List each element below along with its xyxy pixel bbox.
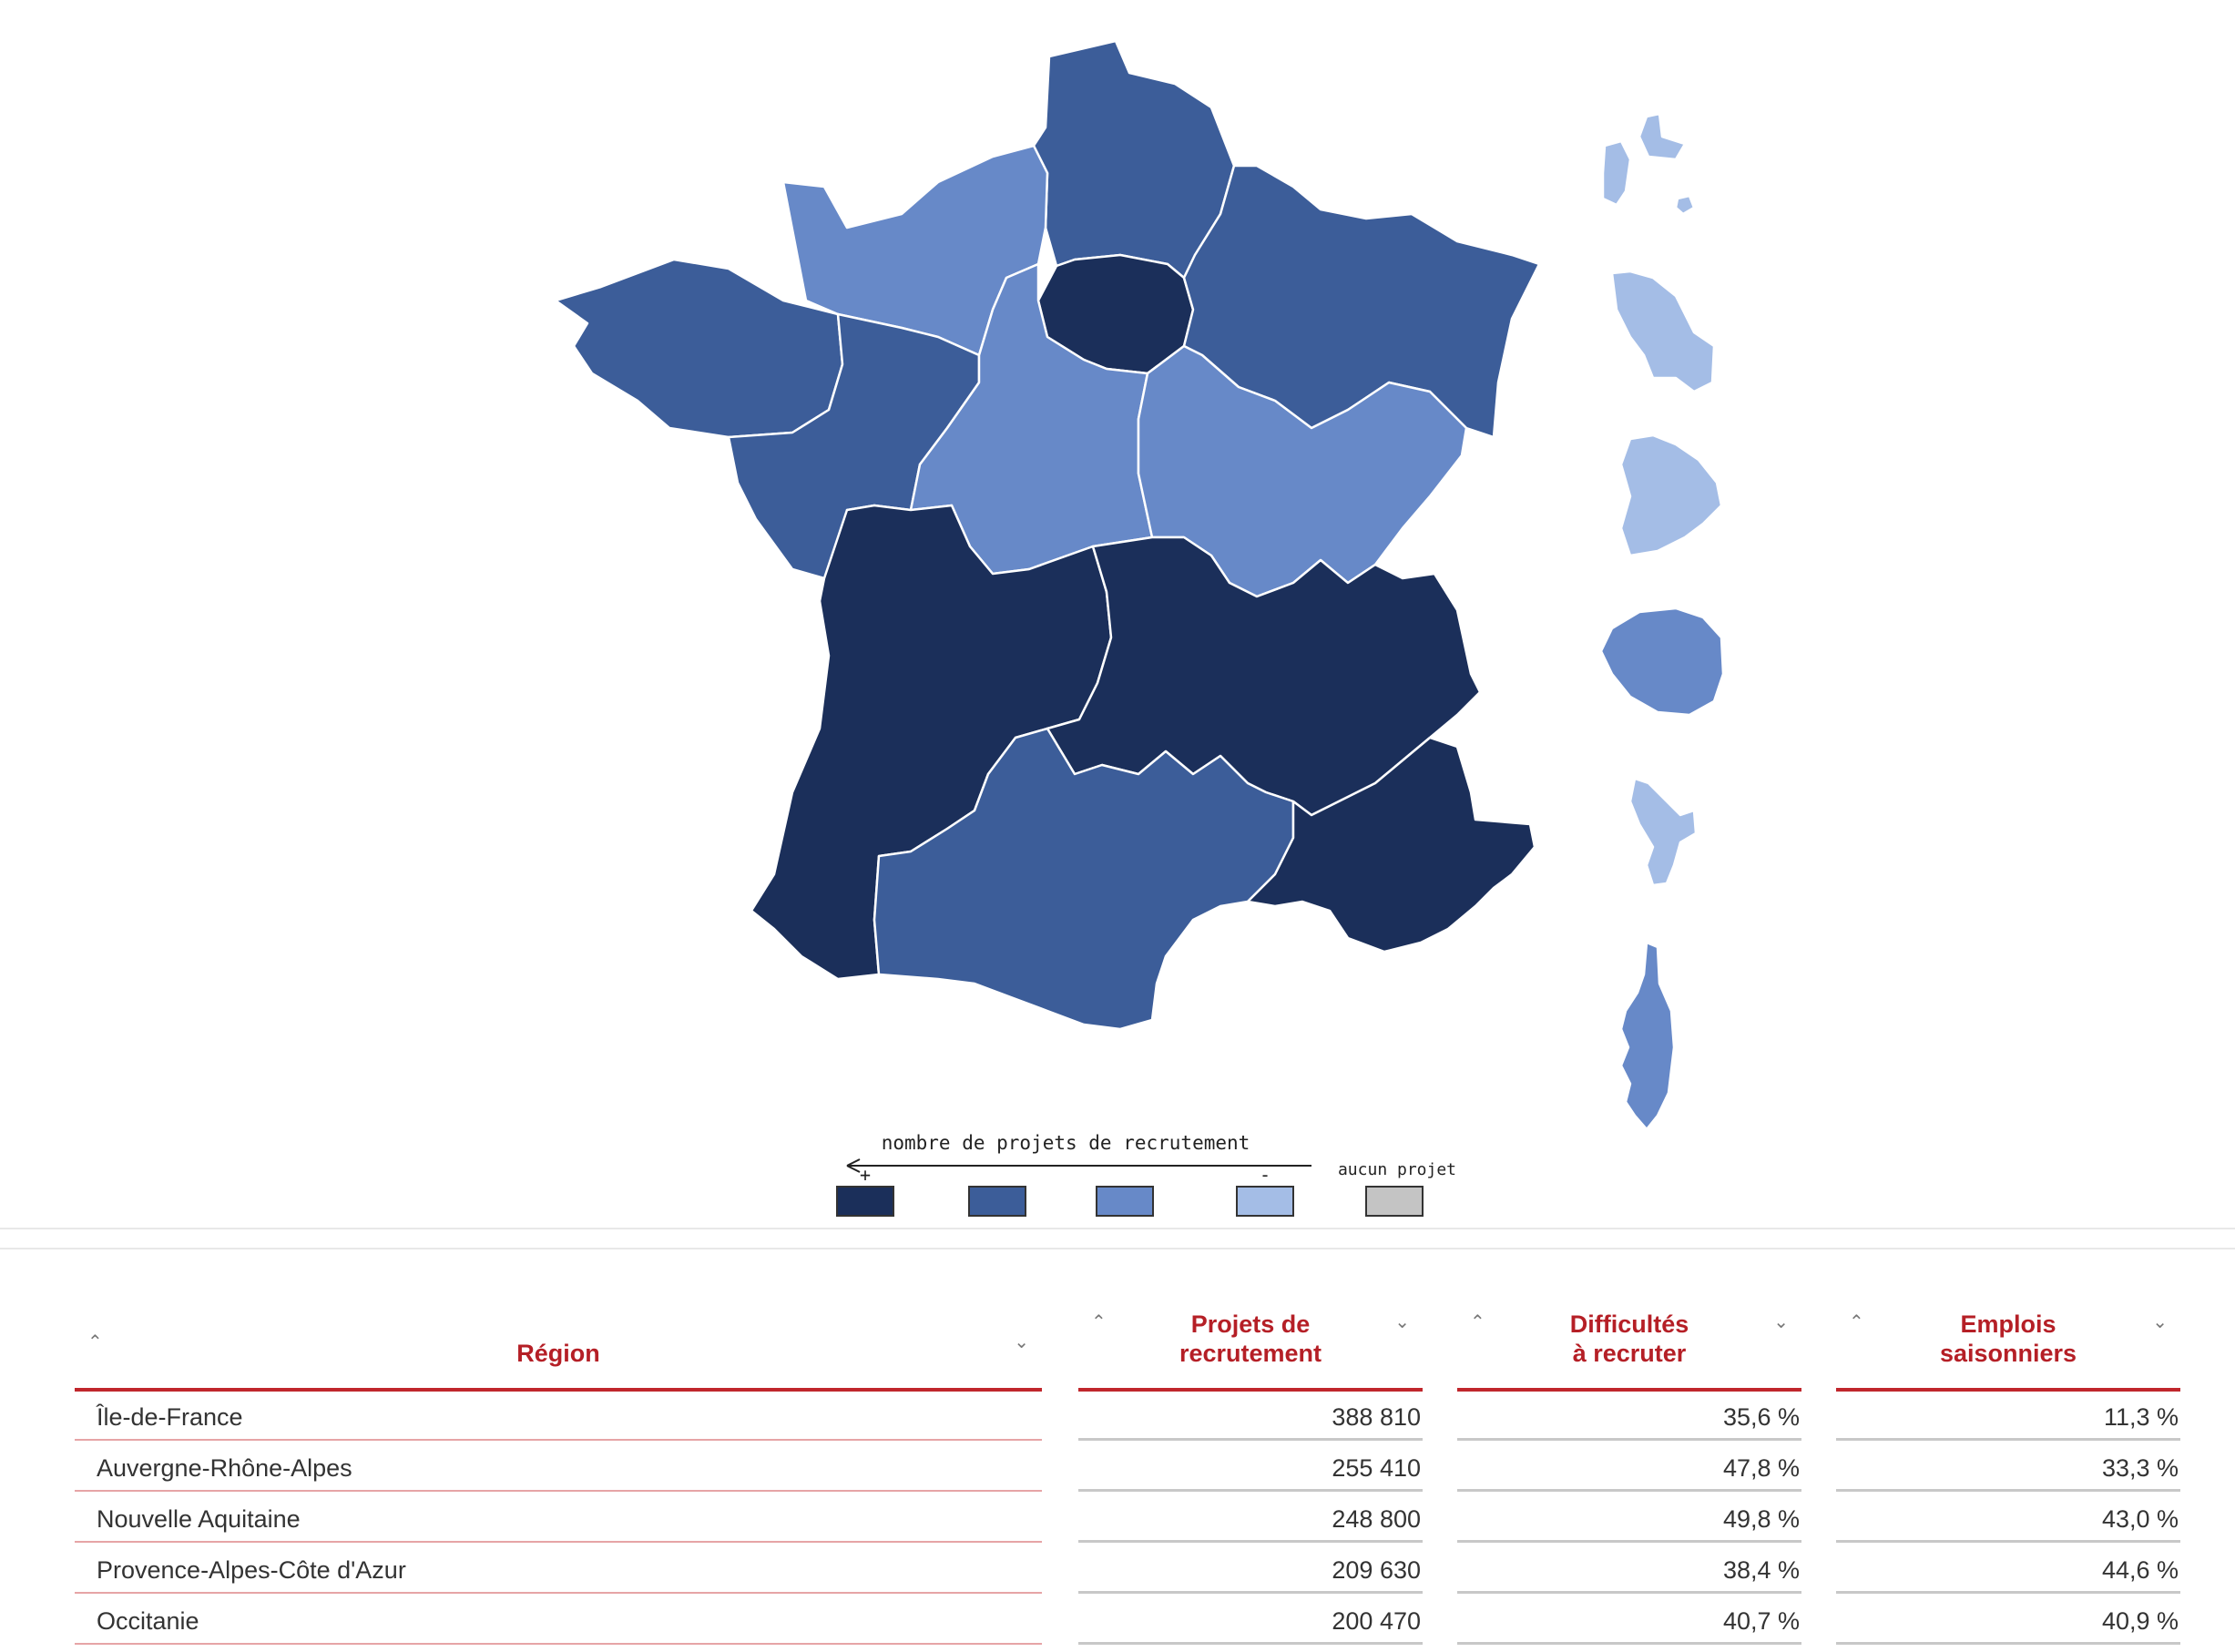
table-row-region: Provence-Alpes-Côte d'Azur [75,1545,1042,1594]
france-regions-map: Hauts-de-France Normandie Bretagne Île-d… [554,39,1725,1217]
column-header-projets[interactable]: ⌃ Projets de recrutement ⌄ [1078,1293,1423,1392]
legend-arrow-left-icon [846,1158,861,1173]
sort-ascending-icon[interactable]: ⌃ [1091,1312,1107,1332]
table-row-region: Auvergne-Rhône-Alpes [75,1443,1042,1492]
table-cell-projets: 248 800 [1078,1494,1423,1543]
region-provence-alpes-cote-dazur[interactable]: Provence-Alpes-Côte d'Azur [1246,736,1536,953]
sort-descending-icon[interactable]: ⌄ [2152,1312,2168,1332]
legend-swatch-5 [1365,1186,1424,1217]
column-header-saisonniers[interactable]: ⌃ Emplois saisonniers ⌄ [1836,1293,2180,1392]
column-label-difficultes: Difficultés à recruter [1569,1310,1689,1367]
table-row-region: Île-de-France [75,1392,1042,1441]
divider-top [0,1228,2235,1229]
legend-swatch-4 [1236,1186,1294,1217]
sort-descending-icon[interactable]: ⌄ [1014,1332,1029,1352]
legend-plus-label: + [860,1164,871,1186]
table-cell-difficultes: 35,6 % [1457,1392,1801,1441]
region-mayotte[interactable]: Mayotte [1628,777,1698,887]
sort-ascending-icon[interactable]: ⌃ [1470,1312,1485,1332]
table-cell-projets: 200 470 [1078,1596,1423,1645]
table-cell-saisonniers: 33,3 % [1836,1443,2180,1492]
table-cell-saisonniers: 40,9 % [1836,1596,2180,1645]
table-cell-projets: 388 810 [1078,1392,1423,1441]
table-cell-difficultes: 40,7 % [1457,1596,1801,1645]
column-header-region[interactable]: ⌃ Région ⌄ [75,1293,1042,1392]
table-cell-difficultes: 49,8 % [1457,1494,1801,1543]
table-cell-saisonniers: 11,3 % [1836,1392,2180,1441]
table-cell-difficultes: 47,8 % [1457,1443,1801,1492]
legend-none-label: aucun projet [1338,1160,1456,1179]
table-cell-projets: 209 630 [1078,1545,1423,1594]
region-guyane[interactable]: Guyane [1619,433,1723,557]
region-martinique[interactable]: Martinique [1610,270,1716,393]
region-la-reunion[interactable]: La Réunion [1599,607,1725,717]
divider-bottom [0,1248,2235,1249]
column-label-projets: Projets de recrutement [1179,1310,1322,1367]
legend-title: nombre de projets de recrutement [882,1132,1250,1154]
region-corse[interactable]: Corse [1619,941,1676,1131]
table-cell-saisonniers: 43,0 % [1836,1494,2180,1543]
table-row-region: Occitanie [75,1596,1042,1645]
sort-descending-icon[interactable]: ⌄ [1394,1312,1410,1332]
sort-ascending-icon[interactable]: ⌃ [1849,1312,1864,1332]
column-header-difficultes[interactable]: ⌃ Difficultés à recruter ⌄ [1457,1293,1801,1392]
table-row-region: Nouvelle Aquitaine [75,1494,1042,1543]
sort-ascending-icon[interactable]: ⌃ [87,1332,103,1352]
table-cell-difficultes: 38,4 % [1457,1545,1801,1594]
column-label-region: Région [516,1340,600,1367]
table-cell-saisonniers: 44,6 % [1836,1545,2180,1594]
legend-swatch-2 [968,1186,1026,1217]
map-legend: nombre de projets de recrutement + - auc… [836,1132,1456,1217]
table-cell-projets: 255 410 [1078,1443,1423,1492]
legend-swatch-1 [836,1186,894,1217]
region-bretagne[interactable]: Bretagne [554,258,844,439]
legend-swatch-3 [1096,1186,1154,1217]
legend-minus-label: - [1260,1164,1271,1186]
sort-descending-icon[interactable]: ⌄ [1773,1312,1789,1332]
region-guadeloupe[interactable]: Guadeloupe [1601,112,1696,216]
column-label-saisonniers: Emplois saisonniers [1939,1310,2077,1367]
